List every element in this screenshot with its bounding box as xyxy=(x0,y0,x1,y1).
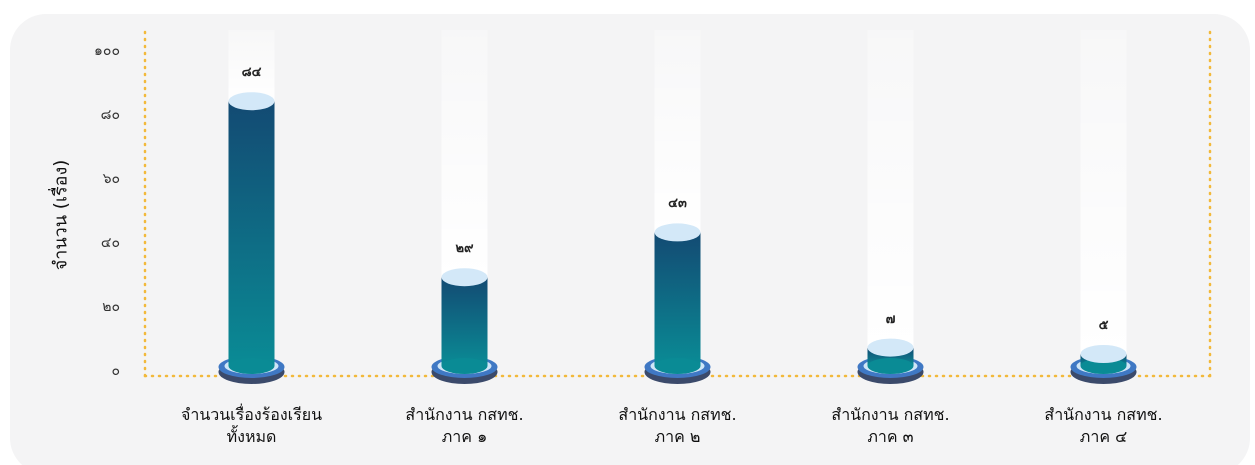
y-tick-label: ๔๐ xyxy=(100,235,120,251)
bar-top xyxy=(228,92,275,111)
x-tick-label: สำนักงาน กสทช. ภาค ๔ xyxy=(1044,405,1163,446)
x-tick-label: สำนักงาน กสทช. ภาค ๓ xyxy=(831,405,950,446)
bar-top xyxy=(441,268,488,287)
chart-card xyxy=(10,14,1250,465)
y-tick-label: ๖๐ xyxy=(102,171,120,187)
y-tick-label: ๑๐๐ xyxy=(94,43,120,59)
y-axis-title: จำนวน (เรื่อง) xyxy=(50,159,72,271)
bar-bottom xyxy=(1080,358,1127,374)
bar-top xyxy=(1080,345,1127,363)
bar-top xyxy=(654,223,701,242)
bar-bottom xyxy=(441,358,488,374)
bar-bottom xyxy=(867,358,914,374)
value-label: ๘๔ xyxy=(241,65,262,81)
bar-track xyxy=(867,30,914,348)
x-tick-label: จำนวนเรื่องร้องเรียน ทั้งหมด xyxy=(180,405,323,446)
x-tick-label: สำนักงาน กสทช. ภาค ๒ xyxy=(618,405,737,446)
bar-bottom xyxy=(654,358,701,374)
y-tick-label: ๘๐ xyxy=(100,107,120,123)
value-label: ๔๓ xyxy=(668,196,687,212)
bar-track xyxy=(654,30,701,233)
bar-bottom xyxy=(228,358,275,374)
bar xyxy=(654,232,701,366)
value-label: ๒๙ xyxy=(455,241,474,257)
y-tick-label: ๐ xyxy=(111,363,120,379)
bar xyxy=(441,277,488,366)
bar-track xyxy=(441,30,488,278)
bar-track xyxy=(228,30,275,102)
bar-track xyxy=(1080,30,1127,354)
y-tick-label: ๒๐ xyxy=(102,299,120,315)
x-tick-label: สำนักงาน กสทช. ภาค ๑ xyxy=(405,405,524,446)
bar xyxy=(228,101,275,366)
bar-top xyxy=(867,338,914,357)
value-label: ๕ xyxy=(1098,318,1109,333)
value-label: ๗ xyxy=(885,311,896,327)
